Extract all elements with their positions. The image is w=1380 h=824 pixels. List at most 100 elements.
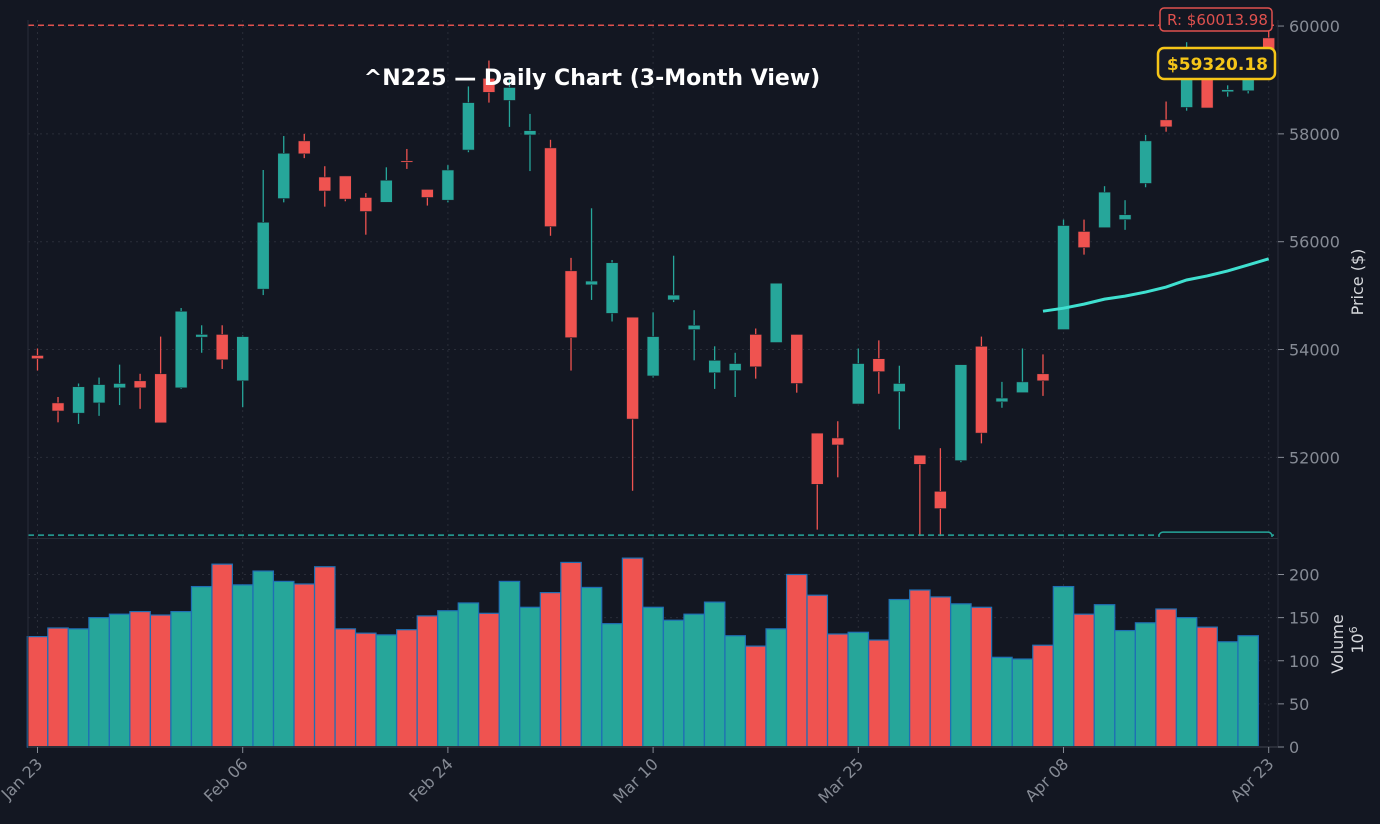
candle-body <box>728 363 742 371</box>
volume-bar <box>252 570 275 748</box>
candle-body <box>564 270 578 338</box>
price-labels: R: $60013.98 $59320.18 <box>1156 7 1277 81</box>
candle-body <box>913 454 927 465</box>
candle-body <box>380 179 393 203</box>
candle-body <box>503 87 516 101</box>
volume-unit-label: 106 <box>1347 626 1367 653</box>
volume-bar <box>539 592 562 748</box>
volume-bar <box>1052 585 1075 748</box>
volume-bar <box>375 634 398 748</box>
price-tick-label: 54000 <box>1289 341 1340 360</box>
volume-bar <box>457 602 480 748</box>
volume-bar <box>970 606 993 748</box>
volume-tick-label: 0 <box>1289 738 1299 757</box>
moving-average-line <box>1042 257 1270 313</box>
candle-body <box>769 282 783 343</box>
candle-body <box>1118 214 1132 220</box>
date-tick-label: Feb 06 <box>200 754 251 805</box>
volume-bar <box>437 610 459 748</box>
candle-body <box>872 358 886 372</box>
volume-bar <box>67 628 90 748</box>
candle-body <box>462 102 475 151</box>
candle-body <box>851 363 865 405</box>
candle-body <box>31 355 44 359</box>
volume-bar <box>662 619 685 748</box>
candle-body <box>215 334 229 361</box>
candle-body <box>523 130 537 136</box>
volume-tick-label: 100 <box>1289 652 1320 671</box>
candle-body <box>790 334 804 384</box>
candle-body <box>92 384 106 404</box>
volume-bar <box>313 566 336 748</box>
volume-bar <box>1011 658 1034 748</box>
candle-body <box>975 345 988 434</box>
volume-bar <box>478 612 500 748</box>
candle-body <box>954 364 968 461</box>
volume-bar <box>560 561 582 748</box>
volume-bar <box>1155 608 1177 748</box>
date-tick-label: Mar 10 <box>609 754 662 807</box>
candle-body <box>400 160 414 163</box>
candle-body <box>72 386 85 414</box>
candle-body <box>1098 191 1111 228</box>
candle-body <box>810 432 824 485</box>
volume-bar <box>211 563 233 748</box>
volume-bar <box>826 633 849 748</box>
candle-body <box>626 316 639 420</box>
candle-body <box>441 169 455 201</box>
candle-body <box>646 336 660 377</box>
candle-body <box>708 360 721 374</box>
volume-tick-label: 150 <box>1289 609 1320 628</box>
volume-bar <box>765 628 788 748</box>
current-price-label: $59320.18 <box>1167 55 1268 75</box>
volume-bar <box>129 610 151 748</box>
volume-bar <box>334 628 357 748</box>
date-tick-label: Jan 23 <box>0 754 46 804</box>
candle-body <box>154 373 167 424</box>
volume-bar <box>950 603 972 748</box>
resistance-label: R: $60013.98 <box>1167 11 1268 29</box>
volume-bar <box>170 610 192 748</box>
current-price-box <box>1156 46 1277 81</box>
candle-body <box>256 221 270 290</box>
support-resistance: S: $50558.01 <box>28 24 1278 553</box>
candle-body <box>749 334 763 368</box>
candle-body <box>1221 89 1234 93</box>
volume-bar <box>580 586 603 748</box>
candle-body <box>318 176 332 192</box>
volume-bar <box>149 614 172 748</box>
candles <box>31 25 1275 537</box>
volume-bar <box>396 629 418 748</box>
volume-bar <box>785 573 808 748</box>
candle-body <box>482 78 496 93</box>
volume-bar <box>416 615 439 748</box>
candle-body <box>359 197 373 212</box>
candle-body <box>297 140 311 155</box>
volume-bar <box>724 635 746 748</box>
date-tick-label: Apr 08 <box>1021 754 1072 805</box>
volume-bar <box>519 606 541 748</box>
price-tick-label: 52000 <box>1289 448 1340 467</box>
volume-unit-base: 10 <box>1348 633 1367 653</box>
volume-bar <box>703 601 726 748</box>
candle-body <box>585 280 598 286</box>
candle-body <box>1036 373 1050 382</box>
volume-tick-label: 200 <box>1289 566 1320 585</box>
volume-bar <box>909 589 931 748</box>
candle-body <box>687 324 701 330</box>
volume-bar <box>293 583 316 748</box>
price-tick-label: 58000 <box>1289 125 1340 144</box>
candle-body <box>1077 231 1091 248</box>
volume-bar <box>272 580 295 748</box>
date-tick-label: Feb 24 <box>405 754 456 805</box>
candle-body <box>338 175 352 200</box>
candle-body <box>667 294 680 301</box>
volume-bar <box>190 585 213 748</box>
candle-body <box>893 383 906 392</box>
candle-body <box>236 336 249 382</box>
volume-bar <box>621 557 644 748</box>
support-label: S: $50558.01 <box>1166 535 1266 553</box>
volume-bar <box>1237 635 1259 748</box>
candle-body <box>421 189 434 198</box>
candle-body <box>277 152 291 199</box>
